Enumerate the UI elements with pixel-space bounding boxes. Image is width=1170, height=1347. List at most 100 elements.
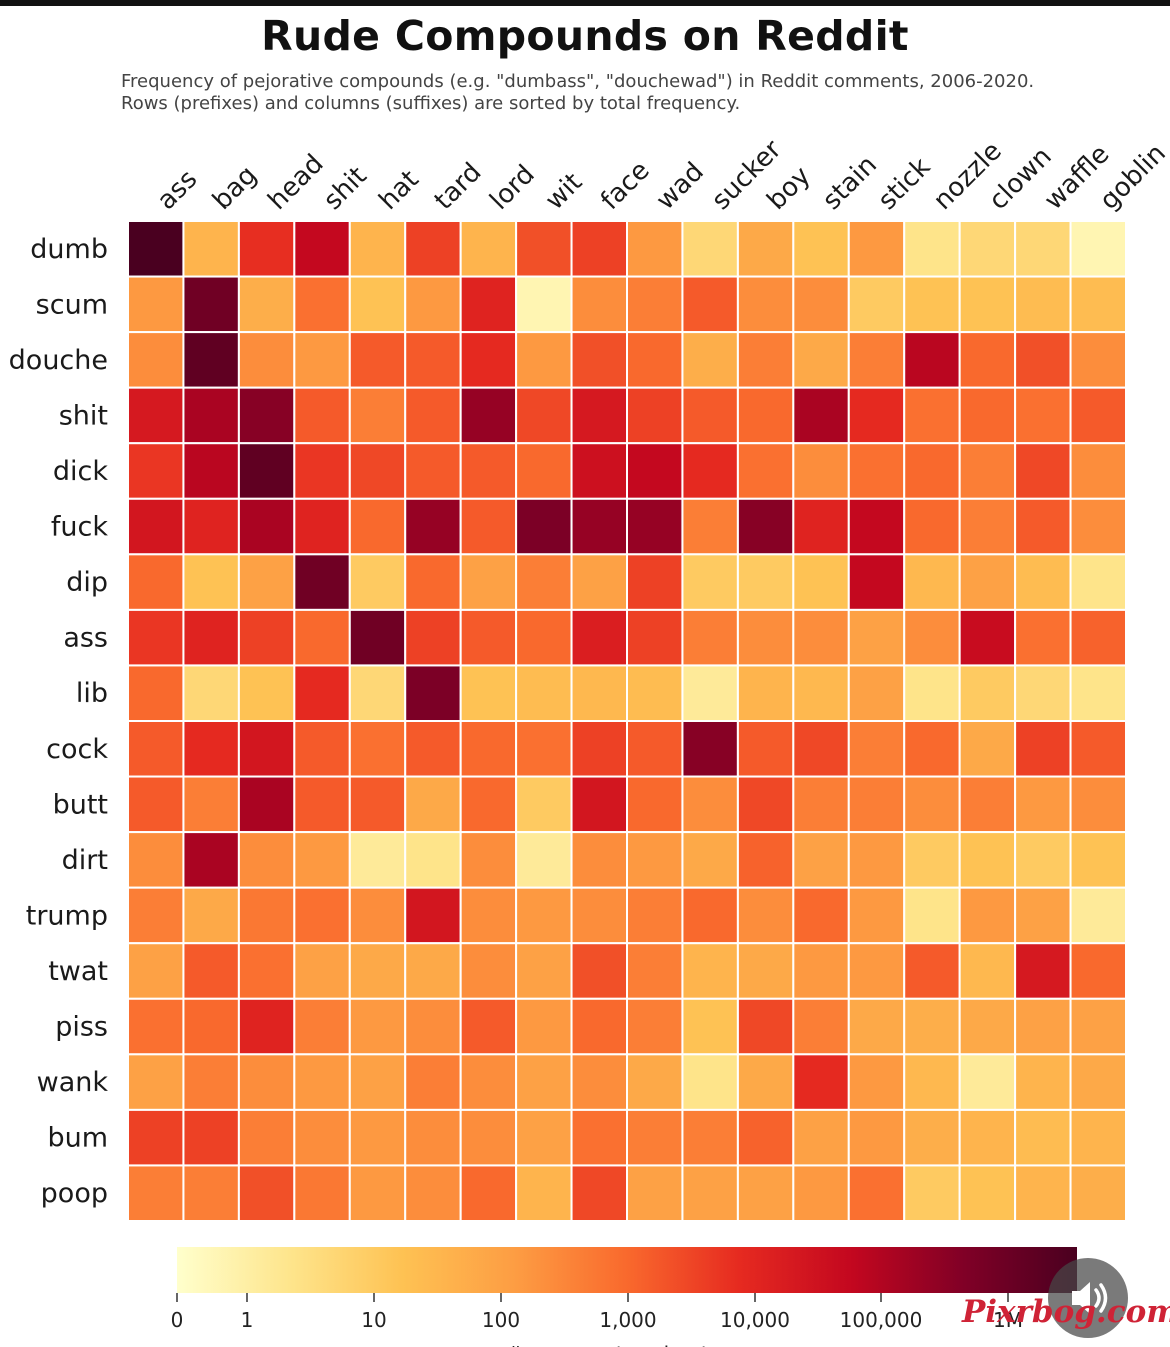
- row-label-twat: twat: [48, 956, 108, 987]
- heatmap-cell-bum-clown: [958, 1108, 1017, 1167]
- heatmap-cell-dumb-stick: [847, 220, 906, 278]
- colorbar-label: # comments using term: [506, 1342, 749, 1347]
- heatmap-cell-wank-head: [237, 1053, 296, 1111]
- heatmap-cell-wank-lord: [459, 1053, 518, 1111]
- heatmap-cell-shit-shit: [293, 386, 351, 445]
- colorbar: 0 1 10 100 1,000 10,000 100,000 1M # comments us…: [171, 1247, 1077, 1347]
- heatmap-cell-douche-head: [237, 331, 296, 389]
- heatmap-cell-cock-head: [237, 720, 296, 778]
- heatmap-cell-trump-bag: [182, 886, 240, 945]
- heatmap-cell-butt-stain: [792, 775, 850, 834]
- heatmap-cell-trump-hat: [348, 886, 407, 945]
- heatmap-cell-lib-face: [570, 664, 628, 723]
- heatmap-cell-bum-stick: [847, 1108, 906, 1167]
- heatmap-cell-piss-wad: [626, 997, 684, 1056]
- heatmap-cell-poop-ass: [127, 1164, 185, 1223]
- heatmap-cell-piss-ass: [127, 997, 185, 1056]
- heatmap-cell-bum-hat: [348, 1108, 407, 1167]
- heatmap-cell-scum-stick: [847, 275, 906, 334]
- colorbar-tick-label: 100: [482, 1308, 520, 1332]
- heatmap-cell-dip-face: [570, 553, 628, 611]
- heatmap-cell-wank-stick: [847, 1053, 906, 1111]
- heatmap-cell-trump-ass: [127, 886, 185, 945]
- row-label-douche: douche: [9, 345, 108, 376]
- heatmap-cell-shit-ass: [127, 386, 185, 445]
- heatmap-cell-cock-hat: [348, 720, 407, 778]
- heatmap-cell-butt-clown: [958, 775, 1017, 834]
- colorbar-tick-label: 100,000: [840, 1308, 923, 1332]
- heatmap-cell-dick-face: [570, 442, 628, 500]
- heatmap-cell-scum-hat: [348, 275, 407, 334]
- heatmap-cell-dip-bag: [182, 553, 240, 611]
- heatmap-cell-wank-goblin: [1069, 1053, 1127, 1111]
- heatmap-cell-bum-face: [570, 1108, 628, 1167]
- heatmap-cell-ass-bag: [182, 608, 240, 667]
- heatmap-cell-butt-face: [570, 775, 628, 834]
- heatmap-cell-trump-sucker: [681, 886, 739, 945]
- heatmap-cell-fuck-sucker: [681, 497, 739, 556]
- heatmap-cell-dick-waffle: [1014, 442, 1072, 500]
- heatmap-cell-douche-stain: [792, 331, 850, 389]
- heatmap-cell-dip-tard: [404, 553, 462, 611]
- heatmap-cell-dirt-nozzle: [903, 831, 961, 889]
- heatmap-cell-dirt-wad: [626, 831, 684, 889]
- heatmap-cell-ass-goblin: [1069, 608, 1127, 667]
- column-label-wit: wit: [540, 167, 589, 216]
- heatmap-cell-dumb-nozzle: [903, 220, 961, 278]
- sound-toggle-button[interactable]: [1048, 1258, 1128, 1338]
- heatmap-cell-dick-sucker: [681, 442, 739, 500]
- heatmap-cell-douche-clown: [958, 331, 1017, 389]
- heatmap-cell-piss-nozzle: [903, 997, 961, 1056]
- heatmap-cell-scum-lord: [459, 275, 518, 334]
- heatmap-cell-piss-stick: [847, 997, 906, 1056]
- heatmap-cell-dip-hat: [348, 553, 407, 611]
- heatmap-cell-wank-tard: [404, 1053, 462, 1111]
- heatmap-cell-dip-boy: [736, 553, 795, 611]
- heatmap-cell-douche-stick: [847, 331, 906, 389]
- heatmap-cell-cock-stain: [792, 720, 850, 778]
- heatmap-cell-lib-lord: [459, 664, 518, 723]
- heatmap-cell-fuck-hat: [348, 497, 407, 556]
- heatmap-cell-butt-wit: [515, 775, 573, 834]
- heatmap-cell-lib-nozzle: [903, 664, 961, 723]
- heatmap-cell-fuck-nozzle: [903, 497, 961, 556]
- heatmap-cell-scum-nozzle: [903, 275, 961, 334]
- heatmap-cell-dirt-waffle: [1014, 831, 1072, 889]
- heatmap-cell-trump-shit: [293, 886, 351, 945]
- row-label-dirt: dirt: [62, 845, 108, 876]
- column-label-hat: hat: [373, 165, 424, 216]
- heatmap-cell-dumb-wit: [515, 220, 573, 278]
- heatmap-cell-wank-shit: [293, 1053, 351, 1111]
- heatmap-cell-ass-shit: [293, 608, 351, 667]
- heatmap-cell-ass-sucker: [681, 608, 739, 667]
- heatmap-cell-dirt-head: [237, 831, 296, 889]
- heatmap-cell-wank-hat: [348, 1053, 407, 1111]
- heatmap-cell-wank-sucker: [681, 1053, 739, 1111]
- heatmap-cell-fuck-tard: [404, 497, 462, 556]
- heatmap-cell-cock-bag: [182, 720, 240, 778]
- heatmap-cell-fuck-stain: [792, 497, 850, 556]
- heatmap-cell-douche-sucker: [681, 331, 739, 389]
- heatmap-cell-cock-boy: [736, 720, 795, 778]
- heatmap-cell-dumb-stain: [792, 220, 850, 278]
- heatmap-cell-piss-shit: [293, 997, 351, 1056]
- heatmap-cell-poop-shit: [293, 1164, 351, 1223]
- heatmap-cell-scum-stain: [792, 275, 850, 334]
- heatmap-cell-shit-nozzle: [903, 386, 961, 445]
- heatmap-cell-dumb-tard: [404, 220, 462, 278]
- heatmap-cell-bum-waffle: [1014, 1108, 1072, 1167]
- heatmap-cell-trump-wit: [515, 886, 573, 945]
- heatmap-cell-piss-tard: [404, 997, 462, 1056]
- heatmap-cell-butt-goblin: [1069, 775, 1127, 834]
- heatmap-cell-twat-clown: [958, 942, 1017, 1000]
- heatmap-cell-piss-boy: [736, 997, 795, 1056]
- heatmap-cell-bum-lord: [459, 1108, 518, 1167]
- heatmap-cell-twat-stain: [792, 942, 850, 1000]
- chart-subtitle-line-2: Rows (prefixes) and columns (suffixes) a…: [121, 93, 741, 114]
- heatmap-cell-trump-stick: [847, 886, 906, 945]
- heatmap-cell-fuck-shit: [293, 497, 351, 556]
- heatmap-cell-cock-face: [570, 720, 628, 778]
- heatmap-cell-douche-lord: [459, 331, 518, 389]
